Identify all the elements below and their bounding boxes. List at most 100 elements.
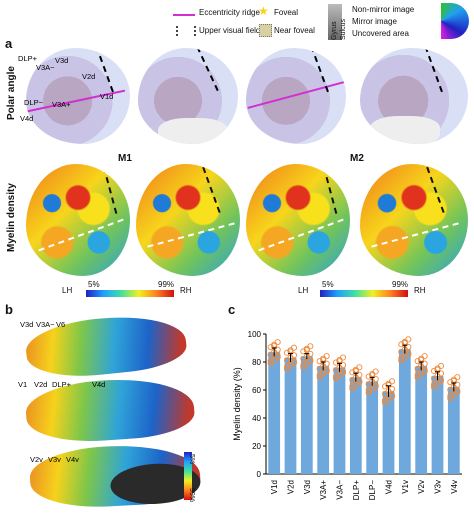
near-foveal-swatch <box>259 24 272 37</box>
data-point <box>365 389 372 396</box>
myelin-map-m1-lh <box>26 164 130 276</box>
myelin-density-bar-chart: 0 20 40 60 80 100 Myelin density (%) V1d V2d V3d V… <box>232 330 462 501</box>
data-point <box>283 363 291 370</box>
data-point <box>447 392 454 400</box>
label-dlp-plus: DLP+ <box>18 54 37 63</box>
star-icon: ★ <box>258 4 269 18</box>
data-point <box>300 362 307 369</box>
cbar2-rh: RH <box>414 286 426 295</box>
cbar2-lh: LH <box>298 286 309 295</box>
data-point <box>437 376 445 383</box>
data-point <box>349 383 356 390</box>
colorbar-b <box>184 452 192 500</box>
eccentricity-ridge-swatch <box>173 14 195 16</box>
b-label-dlp: DLP+ <box>52 380 71 389</box>
legend-eccentricity: Eccentricity ridge <box>199 8 260 17</box>
y-axis-label: Myelin density (%) <box>232 367 242 441</box>
data-point <box>405 343 412 350</box>
legend-non-mirror: Non-mirror image <box>352 5 415 14</box>
label-v1d: V1d <box>100 92 114 101</box>
data-point <box>430 381 438 388</box>
x-tick-label: V2d <box>287 480 296 494</box>
bar <box>447 387 460 474</box>
gyrus-sulcus-swatch <box>328 4 342 40</box>
data-point <box>303 347 310 354</box>
x-tick-label: V3A+ <box>319 480 328 500</box>
y-tick-label: 60 <box>252 386 261 395</box>
myelin-map-m2-lh <box>246 164 350 276</box>
brain-surface-ventral <box>28 441 202 511</box>
panel-c-label: c <box>228 302 236 317</box>
data-point <box>405 336 412 343</box>
b-label-v3d: V3d <box>20 320 34 329</box>
data-point <box>267 360 274 367</box>
legend-mirror: Mirror image <box>352 17 397 26</box>
data-point <box>381 399 389 406</box>
y-tick-label: 0 <box>257 470 262 479</box>
data-point <box>283 366 291 373</box>
m1-label: M1 <box>118 153 132 164</box>
data-point <box>421 353 428 360</box>
cbar2-max: 99% <box>392 280 409 289</box>
data-point <box>430 384 438 391</box>
data-point <box>316 371 323 379</box>
data-point <box>421 366 428 374</box>
data-point <box>307 343 314 350</box>
data-point <box>339 354 347 361</box>
b-cbar-top: 5% <box>188 454 195 465</box>
b-label-v1: V1 <box>18 380 28 389</box>
polar-map-m2-lh <box>246 48 346 144</box>
data-point <box>332 373 340 380</box>
data-point <box>372 382 379 389</box>
b-label-v6: V6 <box>56 320 66 329</box>
data-point <box>447 395 454 402</box>
bar <box>366 381 379 474</box>
brain-surface-lateral <box>24 374 196 446</box>
data-point <box>339 368 347 375</box>
legend-foveal: Foveal <box>274 8 299 17</box>
x-tick-label: V4v <box>450 480 459 494</box>
data-point <box>437 362 445 369</box>
x-tick-label: V4d <box>385 480 394 494</box>
bar <box>398 349 411 474</box>
cbar1-min: 5% <box>88 280 100 289</box>
legend-near-foveal: Near foveal <box>274 26 315 35</box>
data-point <box>290 358 298 365</box>
upper-visual-swatch <box>176 26 196 36</box>
data-point <box>388 385 396 392</box>
data-point <box>316 374 323 381</box>
b-cbar-bottom: 99% <box>188 488 195 503</box>
legend-upper-visual: Upper visual field <box>199 26 261 35</box>
data-point <box>405 350 412 357</box>
y-tick-label: 20 <box>252 442 261 451</box>
bar <box>300 356 313 474</box>
polar-map-m1-rh <box>138 48 238 144</box>
data-point <box>454 387 461 395</box>
data-point <box>356 371 363 378</box>
x-tick-label: DLP+ <box>352 480 361 501</box>
legend-sulcus: Sulcus <box>340 18 347 40</box>
polar-angle-wheel-icon <box>441 3 469 39</box>
label-v4d: V4d <box>20 114 34 123</box>
data-point <box>414 371 421 379</box>
y-tick-label: 40 <box>252 414 261 423</box>
row-label-myelin-density: Myelin density <box>6 183 17 252</box>
x-tick-label: V3v <box>434 480 443 494</box>
x-tick-label: V3A− <box>336 480 345 500</box>
data-point <box>307 357 314 364</box>
data-point <box>356 378 363 385</box>
b-label-v2d: V2d <box>34 380 48 389</box>
data-point <box>381 397 389 404</box>
data-point <box>454 381 461 388</box>
colorbar-m1 <box>86 290 174 297</box>
data-point <box>398 357 405 364</box>
bar <box>333 367 346 474</box>
panel-b-label: b <box>5 302 13 317</box>
x-tick-label: V1v <box>401 480 410 494</box>
b-label-v3v: V3v <box>48 455 61 464</box>
colorbar-m2 <box>320 290 408 297</box>
polar-map-m1-lh <box>26 48 130 144</box>
legend-uncovered: Uncovered area <box>352 29 409 38</box>
cbar2-min: 5% <box>322 280 334 289</box>
label-v3a-minus: V3A− <box>36 63 55 72</box>
